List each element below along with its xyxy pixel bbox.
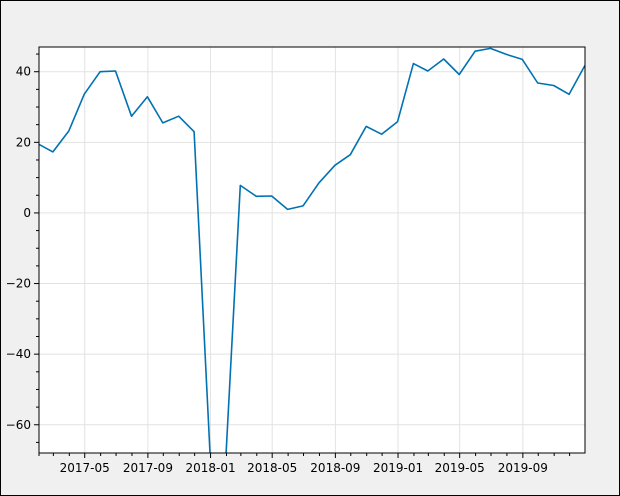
x-tick-label: 2018-05 — [247, 461, 297, 475]
grid — [39, 47, 585, 453]
series-group — [39, 47, 585, 453]
series-line — [39, 47, 585, 453]
x-axis: 2017-05 2017-09 2018-01 2018-05 2018-09 2019-… — [38, 453, 571, 475]
x-tick-label: 2019-01 — [373, 461, 423, 475]
y-tick-label: 0 — [23, 206, 31, 220]
x-tick-label: 2019-05 — [435, 461, 485, 475]
plot-frame — [38, 46, 586, 454]
x-tick-label: 2018-09 — [310, 461, 360, 475]
y-tick-label: 20 — [16, 135, 31, 149]
x-tick-label: 2017-09 — [123, 461, 173, 475]
x-tick-label: 2017-05 — [60, 461, 110, 475]
y-tick-label: −20 — [6, 277, 31, 291]
y-axis: −60 −40 −20 0 20 40 — [6, 53, 39, 443]
y-tick-label: 40 — [16, 65, 31, 79]
plot-area — [39, 47, 585, 453]
x-tick-label: 2018-01 — [185, 461, 235, 475]
y-tick-label: −60 — [6, 418, 31, 432]
y-tick-label: −40 — [6, 347, 31, 361]
x-tick-label: 2019-09 — [498, 461, 548, 475]
